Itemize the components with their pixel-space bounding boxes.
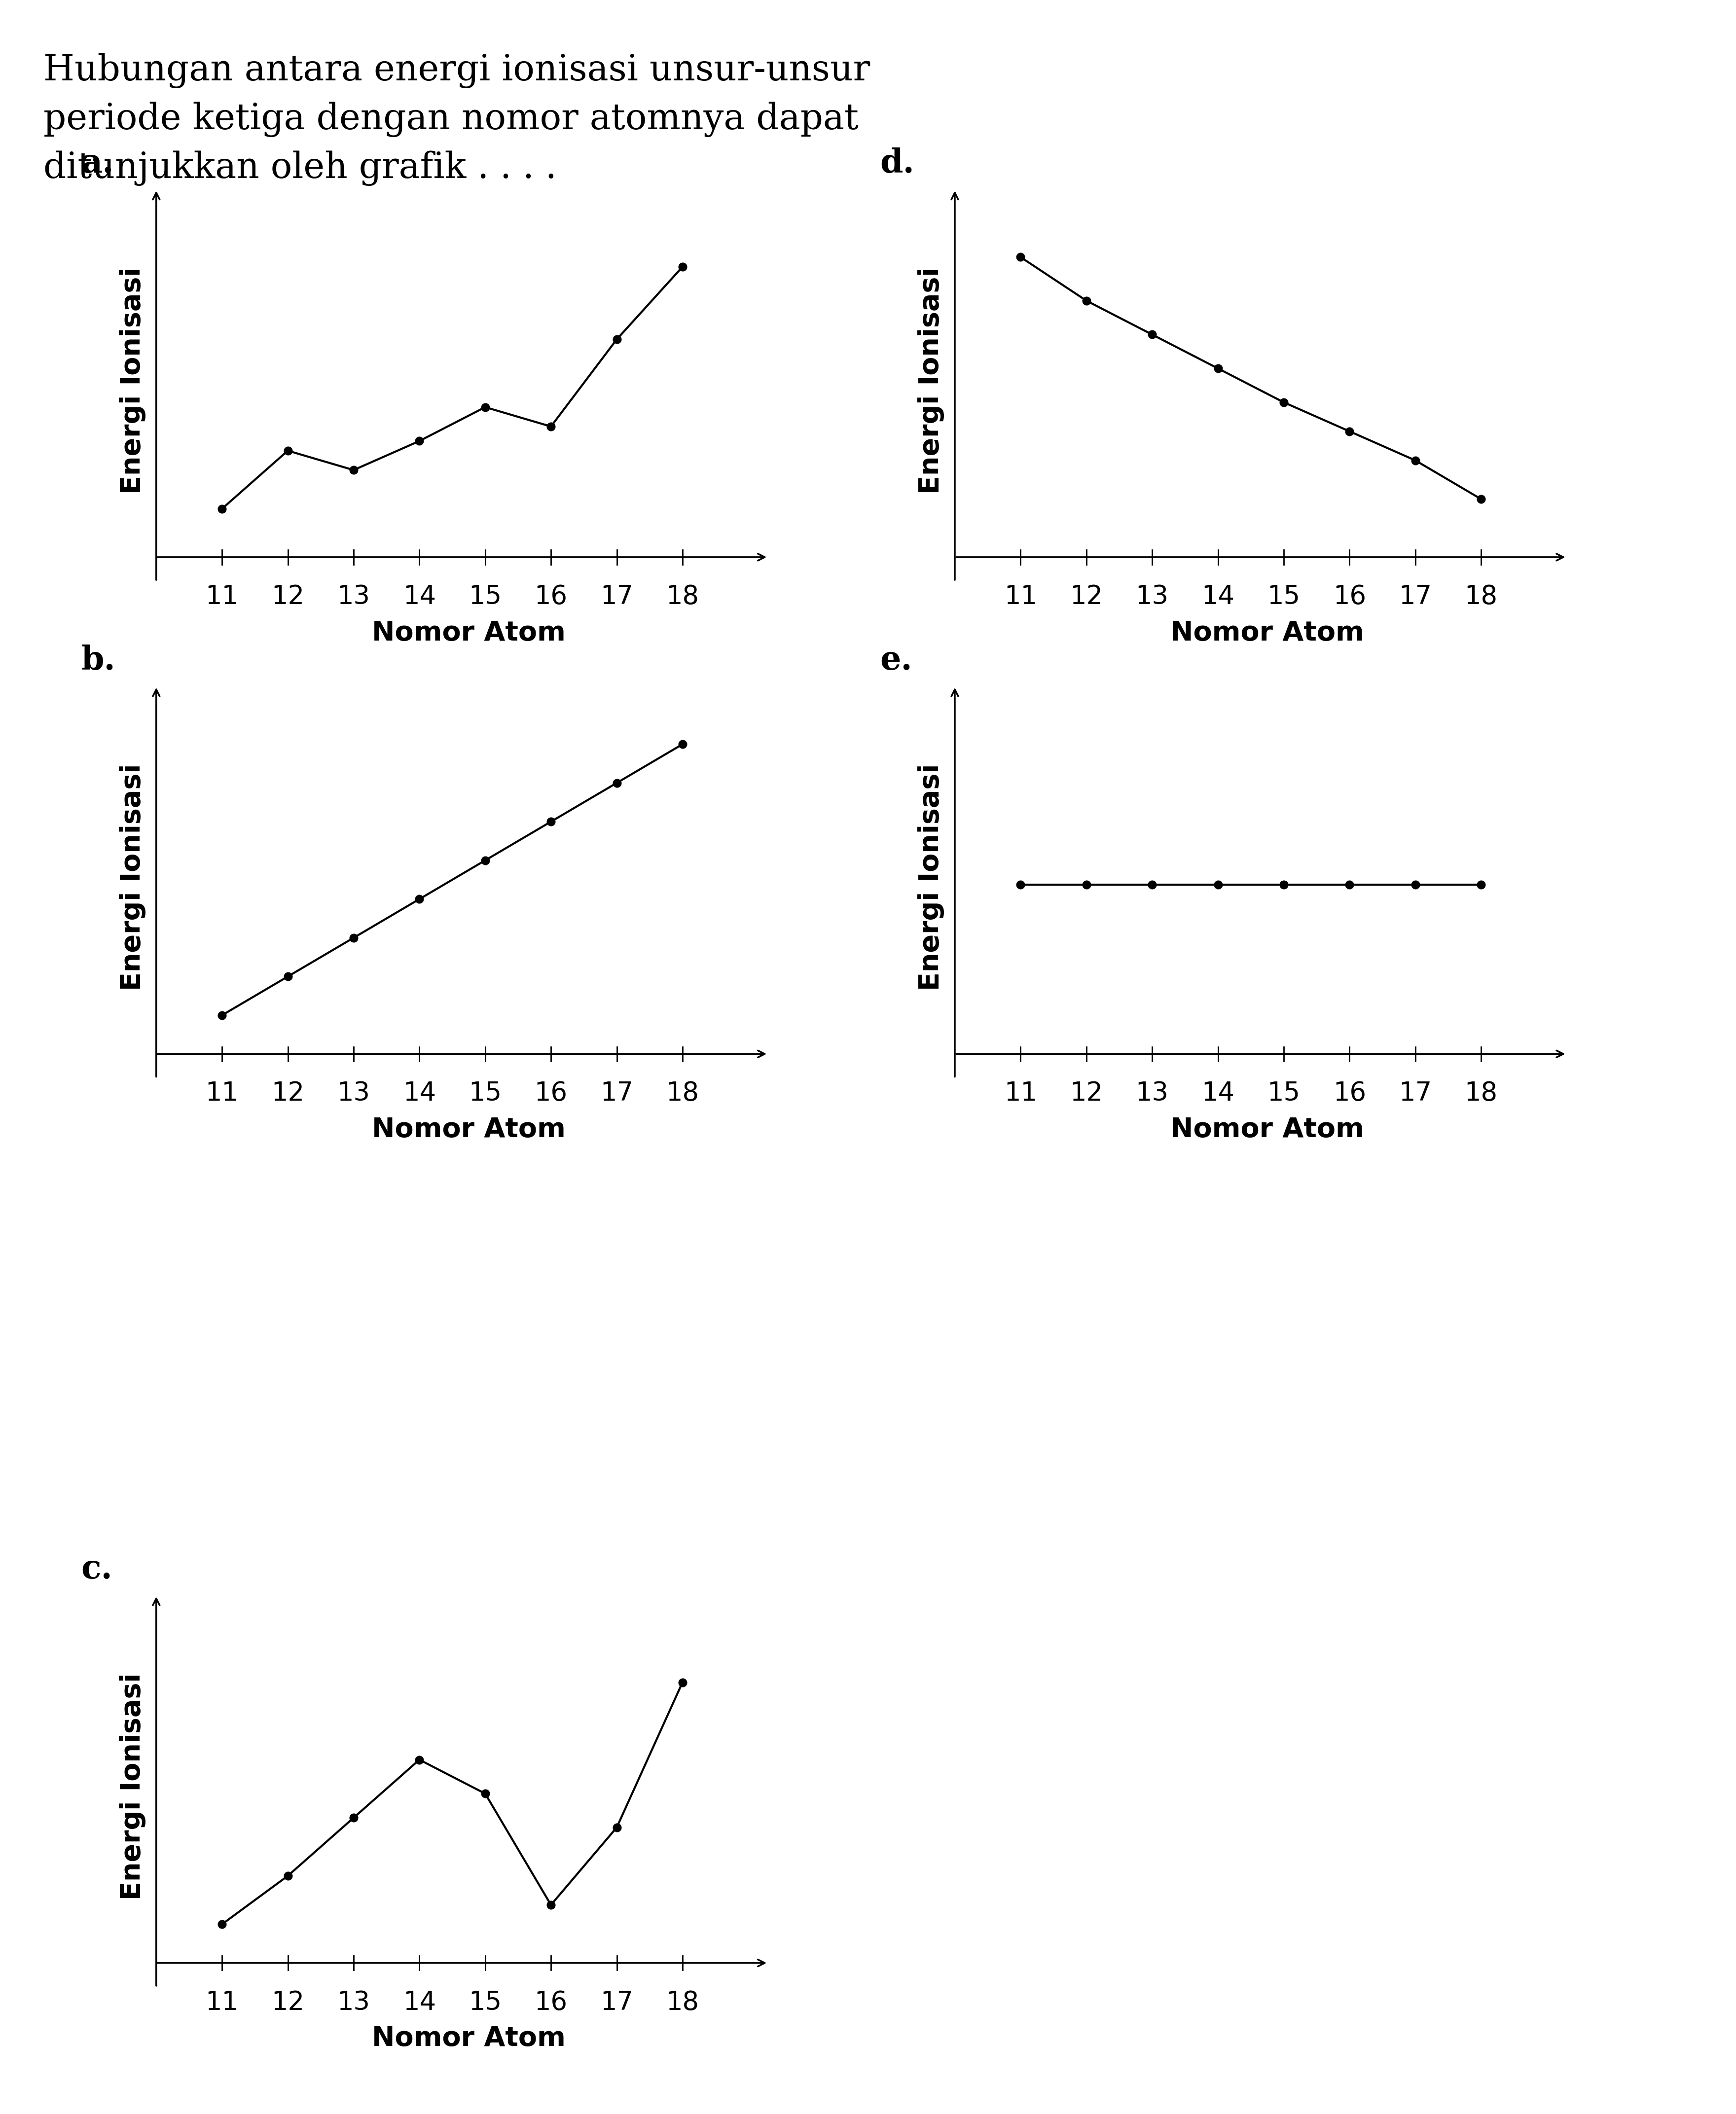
Text: d.: d. — [880, 148, 915, 180]
Text: a.: a. — [82, 148, 115, 180]
Text: e.: e. — [880, 645, 911, 676]
X-axis label: Nomor Atom: Nomor Atom — [1170, 1116, 1364, 1144]
X-axis label: Nomor Atom: Nomor Atom — [372, 619, 566, 647]
X-axis label: Nomor Atom: Nomor Atom — [372, 1116, 566, 1144]
Y-axis label: Energi Ionisasi: Energi Ionisasi — [918, 266, 944, 495]
Text: Hubungan antara energi ionisasi unsur-unsur
periode ketiga dengan nomor atomnya : Hubungan antara energi ionisasi unsur-un… — [43, 53, 870, 186]
Text: c.: c. — [82, 1554, 113, 1586]
Y-axis label: Energi Ionisasi: Energi Ionisasi — [120, 763, 146, 991]
Text: b.: b. — [82, 645, 116, 676]
Y-axis label: Energi Ionisasi: Energi Ionisasi — [918, 763, 944, 991]
X-axis label: Nomor Atom: Nomor Atom — [1170, 619, 1364, 647]
Y-axis label: Energi Ionisasi: Energi Ionisasi — [120, 266, 146, 495]
X-axis label: Nomor Atom: Nomor Atom — [372, 2025, 566, 2053]
Y-axis label: Energi Ionisasi: Energi Ionisasi — [120, 1672, 146, 1900]
